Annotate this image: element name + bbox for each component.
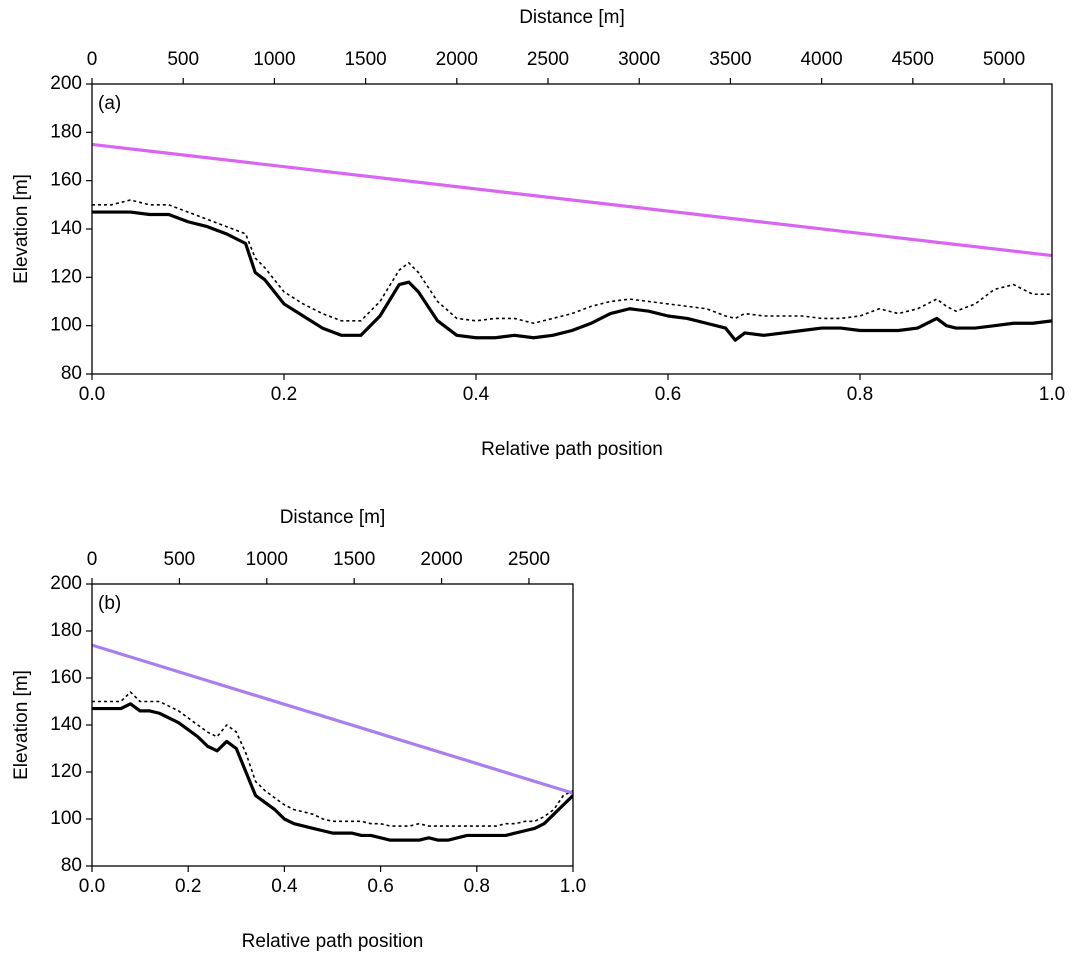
x2-tick-label: 0 [87, 549, 98, 570]
series-line [92, 691, 573, 827]
x2-tick-label: 1500 [344, 49, 386, 70]
x2-tick-label: 5000 [983, 49, 1025, 70]
series-line [92, 199, 1052, 325]
y-tick-label: 120 [50, 761, 82, 782]
x2-tick-label: 2000 [420, 549, 462, 570]
x2-tick-label: 0 [87, 49, 98, 70]
series-line [92, 702, 573, 842]
plot-frame [91, 583, 574, 867]
x2-tick-label: 1000 [246, 549, 288, 570]
y-tick-label: 180 [50, 620, 82, 641]
y-tick-label: 100 [50, 315, 82, 336]
x2-tick-label: 4500 [892, 49, 934, 70]
x-tick-label: 1.0 [560, 876, 586, 897]
x2-tick-label: 1500 [333, 549, 375, 570]
y-tick-label: 160 [50, 170, 82, 191]
y-tick-label: 180 [50, 121, 82, 142]
y-tick-label: 160 [50, 667, 82, 688]
x2-tick-label: 2500 [508, 549, 550, 570]
x-axis-label: Relative path position [481, 439, 663, 460]
y-tick-label: 140 [50, 714, 82, 735]
x2-axis-label: Distance [m] [280, 507, 386, 528]
x-axis-label: Relative path position [242, 931, 424, 952]
x2-tick-label: 1000 [253, 49, 295, 70]
y-axis-label: Elevation [m] [11, 174, 32, 284]
x-tick-label: 0.2 [271, 384, 297, 405]
panel-label: (a) [98, 93, 121, 114]
x-tick-label: 0.4 [271, 876, 298, 897]
x2-tick-label: 500 [167, 49, 199, 70]
x2-tick-label: 2500 [527, 49, 569, 70]
x2-tick-label: 3500 [709, 49, 751, 70]
x-tick-label: 0.6 [367, 876, 393, 897]
x-tick-label: 0.0 [79, 384, 105, 405]
x-tick-label: 0.0 [79, 876, 105, 897]
x-tick-label: 1.0 [1039, 384, 1065, 405]
y-tick-label: 100 [50, 808, 82, 829]
x2-tick-label: 500 [164, 549, 196, 570]
x2-tick-label: 4000 [800, 49, 842, 70]
plot-frame [91, 83, 1053, 375]
series-line [92, 643, 573, 795]
x2-tick-label: 2000 [436, 49, 478, 70]
y-axis-label: Elevation [m] [11, 670, 32, 780]
x-tick-label: 0.4 [463, 384, 490, 405]
x-tick-label: 0.2 [175, 876, 201, 897]
panel-label: (b) [98, 593, 121, 614]
y-tick-label: 120 [50, 266, 82, 287]
y-tick-label: 80 [61, 855, 82, 876]
x-tick-label: 0.8 [464, 876, 490, 897]
x-tick-label: 0.6 [655, 384, 681, 405]
x2-axis-label: Distance [m] [519, 7, 625, 28]
y-tick-label: 200 [50, 73, 82, 94]
series-line [92, 142, 1052, 258]
y-tick-label: 200 [50, 573, 82, 594]
y-tick-label: 140 [50, 218, 82, 239]
x2-tick-label: 3000 [618, 49, 660, 70]
series-line [92, 210, 1052, 342]
y-tick-label: 80 [61, 363, 82, 384]
x-tick-label: 0.8 [847, 384, 873, 405]
